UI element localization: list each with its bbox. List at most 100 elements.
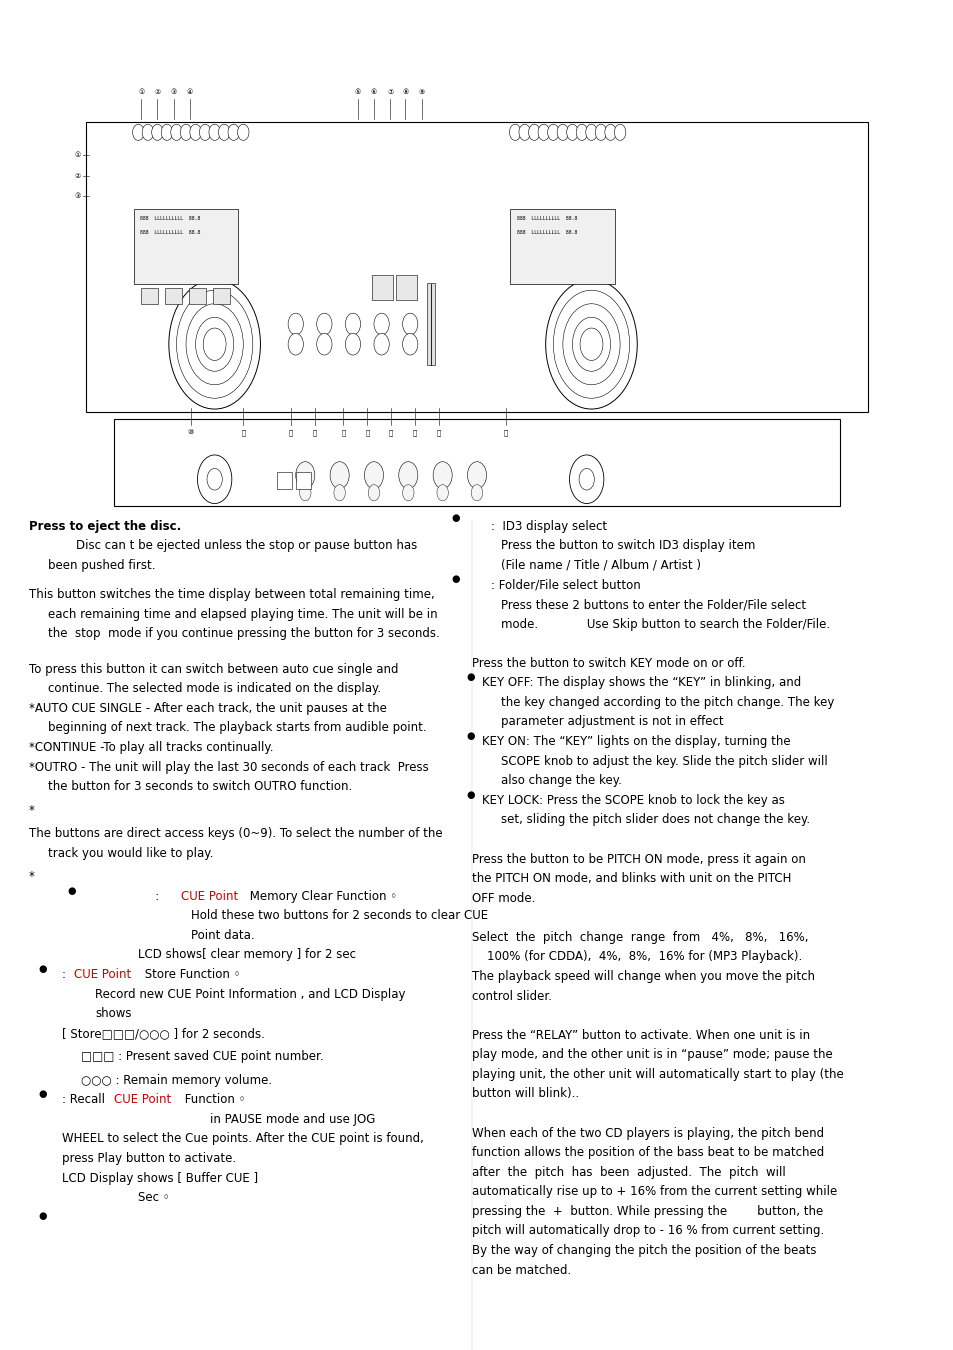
Text: ①: ① bbox=[74, 153, 81, 158]
Text: LCD Display shows [ Buffer CUE ]: LCD Display shows [ Buffer CUE ] bbox=[62, 1172, 258, 1184]
Text: Press the button to switch KEY mode on or off.: Press the button to switch KEY mode on o… bbox=[472, 656, 745, 670]
Circle shape bbox=[207, 468, 222, 490]
Text: LCD shows[ clear memory ] for 2 sec: LCD shows[ clear memory ] for 2 sec bbox=[138, 949, 356, 961]
Circle shape bbox=[345, 333, 360, 355]
Circle shape bbox=[330, 462, 349, 489]
Text: ⑮: ⑮ bbox=[365, 429, 369, 436]
Bar bbox=[141, 288, 158, 304]
Text: Point data.: Point data. bbox=[191, 929, 254, 942]
Text: *: * bbox=[29, 871, 34, 883]
Circle shape bbox=[374, 313, 389, 335]
Circle shape bbox=[576, 124, 587, 140]
Text: Disc can t be ejected unless the stop or pause button has: Disc can t be ejected unless the stop or… bbox=[76, 539, 417, 552]
Circle shape bbox=[595, 124, 606, 140]
Circle shape bbox=[604, 124, 616, 140]
Text: ③: ③ bbox=[171, 89, 176, 95]
Text: ●: ● bbox=[39, 1089, 47, 1099]
Text: ⑨: ⑨ bbox=[418, 89, 424, 95]
Circle shape bbox=[334, 485, 345, 501]
Text: 888  LLLLLLLLLL  88.8: 888 LLLLLLLLLL 88.8 bbox=[517, 216, 577, 221]
Text: ②: ② bbox=[154, 89, 160, 95]
Text: ⑱: ⑱ bbox=[436, 429, 440, 436]
Text: ⑩: ⑩ bbox=[188, 429, 193, 435]
Text: ⑬: ⑬ bbox=[313, 429, 316, 436]
Text: ⑯: ⑯ bbox=[389, 429, 393, 436]
Text: ⑫: ⑫ bbox=[289, 429, 293, 436]
Text: ④: ④ bbox=[187, 89, 193, 95]
Text: *: * bbox=[29, 803, 34, 817]
Text: ●: ● bbox=[39, 1211, 47, 1220]
Text: ●: ● bbox=[466, 730, 474, 741]
Text: [ Store□□□/○○○ ] for 2 seconds.: [ Store□□□/○○○ ] for 2 seconds. bbox=[62, 1027, 265, 1040]
Text: control slider.: control slider. bbox=[472, 990, 552, 1003]
Circle shape bbox=[288, 333, 303, 355]
Text: 888  LLLLLLLLLL  88.8: 888 LLLLLLLLLL 88.8 bbox=[140, 230, 200, 235]
Text: been pushed first.: been pushed first. bbox=[48, 559, 155, 572]
Text: ⑥: ⑥ bbox=[371, 89, 376, 95]
Circle shape bbox=[299, 485, 311, 501]
Text: in PAUSE mode and use JOG: in PAUSE mode and use JOG bbox=[210, 1112, 375, 1126]
Bar bbox=[510, 209, 615, 284]
Circle shape bbox=[186, 304, 243, 385]
Text: ⑧: ⑧ bbox=[402, 89, 408, 95]
Bar bbox=[213, 288, 230, 304]
Text: the  stop  mode if you continue pressing the button for 3 seconds.: the stop mode if you continue pressing t… bbox=[48, 628, 439, 640]
Text: Record new CUE Point Information , and LCD Display: Record new CUE Point Information , and L… bbox=[95, 988, 405, 1000]
Text: The buttons are direct access keys (0~9). To select the number of the: The buttons are direct access keys (0~9)… bbox=[29, 828, 442, 840]
Text: The playback speed will change when you move the pitch: The playback speed will change when you … bbox=[472, 969, 815, 983]
Circle shape bbox=[569, 455, 603, 504]
Circle shape bbox=[562, 304, 619, 385]
Text: ⑰: ⑰ bbox=[413, 429, 416, 436]
Text: track you would like to play.: track you would like to play. bbox=[48, 846, 213, 860]
Text: ●: ● bbox=[466, 672, 474, 682]
Circle shape bbox=[398, 462, 417, 489]
Circle shape bbox=[368, 485, 379, 501]
Circle shape bbox=[295, 462, 314, 489]
Circle shape bbox=[547, 124, 558, 140]
Circle shape bbox=[203, 328, 226, 360]
Bar bbox=[372, 275, 393, 300]
Text: □□□ : Present saved CUE point number.: □□□ : Present saved CUE point number. bbox=[81, 1050, 323, 1064]
Text: ●: ● bbox=[452, 574, 459, 585]
Circle shape bbox=[433, 462, 452, 489]
Text: Press these 2 buttons to enter the Folder/File select: Press these 2 buttons to enter the Folde… bbox=[500, 598, 805, 612]
Text: :: : bbox=[114, 890, 163, 903]
Text: each remaining time and elapsed playing time. The unit will be in: each remaining time and elapsed playing … bbox=[48, 608, 436, 621]
Text: Store Function ◦: Store Function ◦ bbox=[141, 968, 240, 981]
Circle shape bbox=[171, 124, 182, 140]
Circle shape bbox=[209, 124, 220, 140]
Circle shape bbox=[142, 124, 153, 140]
Circle shape bbox=[553, 290, 629, 398]
Circle shape bbox=[566, 124, 578, 140]
Text: button will blink)..: button will blink).. bbox=[472, 1088, 578, 1100]
Text: also change the key.: also change the key. bbox=[500, 774, 621, 787]
Text: WHEEL to select the Cue points. After the CUE point is found,: WHEEL to select the Cue points. After th… bbox=[62, 1133, 423, 1145]
Text: function allows the position of the bass beat to be matched: function allows the position of the bass… bbox=[472, 1146, 823, 1160]
Text: KEY ON: The “KEY” lights on the display, turning the: KEY ON: The “KEY” lights on the display,… bbox=[481, 734, 790, 748]
Circle shape bbox=[364, 462, 383, 489]
Text: set, sliding the pitch slider does not change the key.: set, sliding the pitch slider does not c… bbox=[500, 813, 809, 826]
Text: Memory Clear Function ◦: Memory Clear Function ◦ bbox=[246, 890, 396, 903]
Text: ①: ① bbox=[138, 89, 144, 95]
Text: CUE Point: CUE Point bbox=[74, 968, 132, 981]
Circle shape bbox=[545, 279, 637, 409]
Text: Press the button to be PITCH ON mode, press it again on: Press the button to be PITCH ON mode, pr… bbox=[472, 853, 805, 865]
Text: : Folder/File select button: : Folder/File select button bbox=[491, 578, 640, 591]
Circle shape bbox=[195, 317, 233, 371]
Text: By the way of changing the pitch the position of the beats: By the way of changing the pitch the pos… bbox=[472, 1245, 816, 1257]
Circle shape bbox=[169, 279, 260, 409]
Text: Function ◦: Function ◦ bbox=[181, 1094, 246, 1106]
Bar bbox=[427, 284, 435, 364]
Text: ③: ③ bbox=[74, 193, 81, 198]
Text: ●: ● bbox=[68, 886, 75, 895]
Circle shape bbox=[467, 462, 486, 489]
Text: CUE Point: CUE Point bbox=[181, 890, 238, 903]
Text: ⑦: ⑦ bbox=[387, 89, 393, 95]
Text: :  ID3 display select: : ID3 display select bbox=[491, 520, 607, 533]
Text: Sec ◦: Sec ◦ bbox=[138, 1191, 170, 1204]
Text: KEY OFF: The display shows the “KEY” in blinking, and: KEY OFF: The display shows the “KEY” in … bbox=[481, 676, 801, 690]
Bar bbox=[165, 288, 182, 304]
Text: CUE Point: CUE Point bbox=[114, 1094, 172, 1106]
Text: pitch will automatically drop to - 16 % from current setting.: pitch will automatically drop to - 16 % … bbox=[472, 1224, 823, 1238]
Text: ⑭: ⑭ bbox=[341, 429, 345, 436]
